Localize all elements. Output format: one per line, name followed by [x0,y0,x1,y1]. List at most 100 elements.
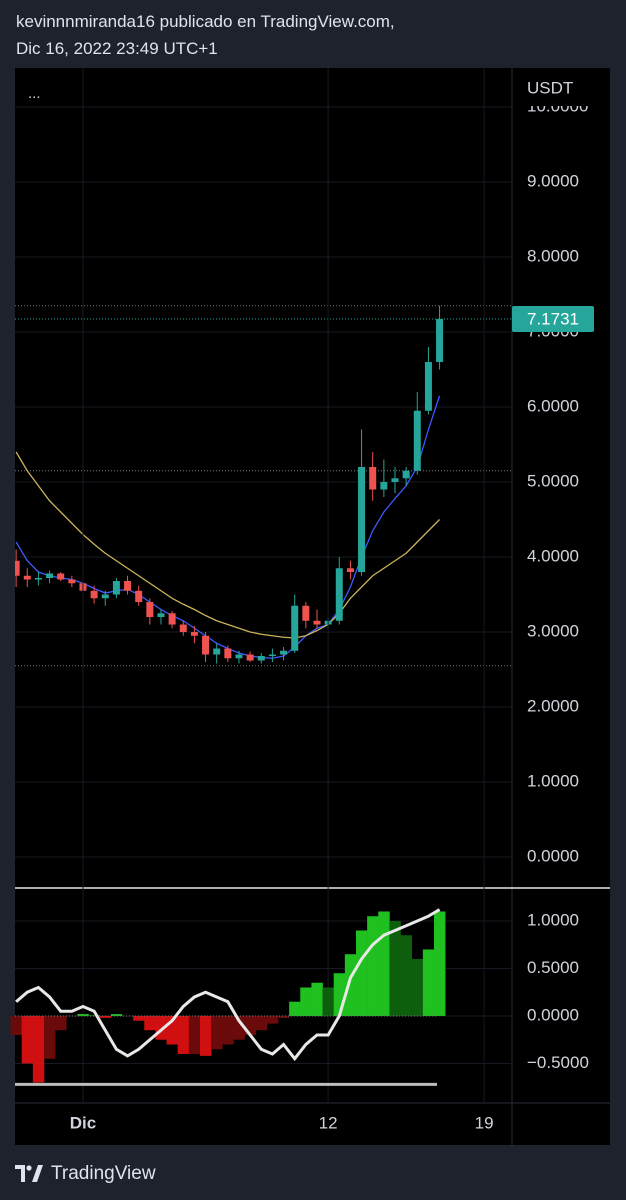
histogram-bar [266,1015,279,1024]
logo-mark [15,1165,25,1182]
candle-body [302,605,310,621]
candle-body [235,654,243,659]
last-price-tag [512,306,594,333]
candle-body [257,656,265,661]
y-tick-label: 5.0000 [527,471,579,490]
candle-body [436,319,444,363]
y-tick-label: 1.0000 [527,910,579,929]
y-tick-label: 3.0000 [527,622,579,641]
candle-body [413,410,421,471]
x-tick-label: 12 [319,1113,338,1132]
histogram-bar [110,1014,123,1016]
candle-body [46,573,54,579]
histogram-bar [211,1015,223,1050]
oscillator-line [15,908,441,1062]
header-date: Dic 16, 2022 23:49 UTC+1 [16,39,218,58]
candle-body [224,648,232,659]
histogram-bar [99,1015,112,1018]
candle-body [15,560,20,576]
y-tick-label: 0.0000 [527,847,579,866]
candle-body [358,467,366,573]
histogram-bar [233,1015,245,1040]
histogram-bar [77,1014,89,1016]
y-tick-label: 0.0000 [527,1005,579,1024]
candle-body [57,573,65,580]
y-tick-label: −0.5000 [527,1053,589,1072]
histogram-bar [188,1015,201,1054]
histogram-bar [344,954,357,1016]
currency-label: USDT [527,78,573,97]
candle-body [34,578,42,580]
header-author: kevinnnmiranda16 publicado en TradingVie… [16,12,395,31]
histogram-bar [333,973,346,1016]
candle-body [346,568,354,573]
histogram-bar [32,1015,45,1083]
candle-body [402,470,410,479]
menu-dots: ... [28,85,41,102]
candle-body [90,590,98,599]
candle-body [380,482,388,490]
candle-body [202,635,210,655]
candle-body [179,624,187,633]
price-pane [15,106,512,858]
y-tick-label: 6.0000 [527,396,579,415]
brand: TradingView [51,1163,156,1184]
x-tick-label: 19 [475,1113,494,1132]
histogram-bar [166,1015,178,1045]
histogram-bar [21,1015,34,1064]
histogram-bar [177,1015,190,1054]
y-tick-label: 0.5000 [527,958,579,977]
last-price-label: 7.1731 [527,310,579,329]
y-tick-label: 1.0000 [527,772,579,791]
histogram-bar [311,982,323,1016]
histogram-bar [322,987,335,1016]
histogram-bar [155,1015,167,1040]
histogram-bar [378,911,390,1016]
candle-body [268,654,276,657]
candle-body [246,654,254,661]
candle-body [190,632,198,636]
candle-body [23,575,31,580]
histogram-bar [411,958,424,1016]
candle-body [157,613,165,618]
candle-body [313,620,321,625]
candle-body [391,478,399,483]
histogram-bar [55,1015,67,1031]
histogram-bar [400,935,413,1016]
histogram-bar [355,930,368,1016]
histogram-bar [133,1015,145,1021]
histogram-bar [244,1015,256,1035]
histogram-bar [367,916,379,1016]
y-tick-label: 8.0000 [527,246,579,265]
candle-body [146,602,154,618]
y-tick-label: 4.0000 [527,546,579,565]
axis-top-mask [513,68,610,106]
candle-body [112,581,120,595]
candle-body [424,362,432,411]
candle-body [335,568,343,621]
candle-body [101,594,109,599]
logo-dot [26,1165,32,1171]
y-tick-label: 2.0000 [527,697,579,716]
histogram-bar [222,1015,234,1045]
histogram-bar [277,1015,290,1018]
candle-body [369,467,377,490]
moving-average [15,451,441,639]
histogram-bar [422,949,435,1016]
candle-body [124,581,132,591]
logo [15,1165,43,1182]
histogram-bar [10,1015,22,1035]
histogram-bar [433,911,446,1016]
histogram-bar [43,1015,56,1059]
histogram-bar [199,1015,212,1056]
candle-body [213,648,221,655]
candle-body [135,590,143,603]
x-tick-label: Dic [70,1113,96,1132]
histogram-bar [389,920,401,1016]
chart-panel [15,68,610,1145]
candle-body [291,605,299,651]
histogram-bar [88,1015,100,1016]
y-tick-label: 9.0000 [527,171,579,190]
